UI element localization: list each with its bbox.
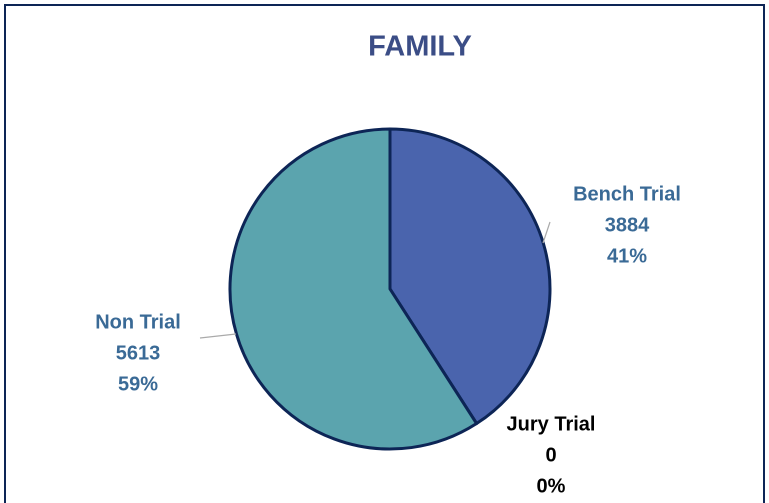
data-label-value: 5613 [116, 342, 161, 364]
data-label-percent: 41% [607, 245, 647, 267]
pie-slice [228, 127, 479, 451]
data-label-percent: 59% [118, 373, 158, 395]
data-label-value: 3884 [605, 214, 650, 236]
data-label-name: Non Trial [95, 311, 181, 333]
data-label-value: 0 [545, 444, 556, 466]
leader-line [542, 221, 551, 244]
data-label-name: Bench Trial [573, 183, 681, 205]
chart-title: FAMILY [368, 31, 472, 63]
data-label-percent: 0% [537, 475, 566, 497]
leader-line [199, 333, 237, 339]
data-label-name: Jury Trial [507, 413, 596, 435]
